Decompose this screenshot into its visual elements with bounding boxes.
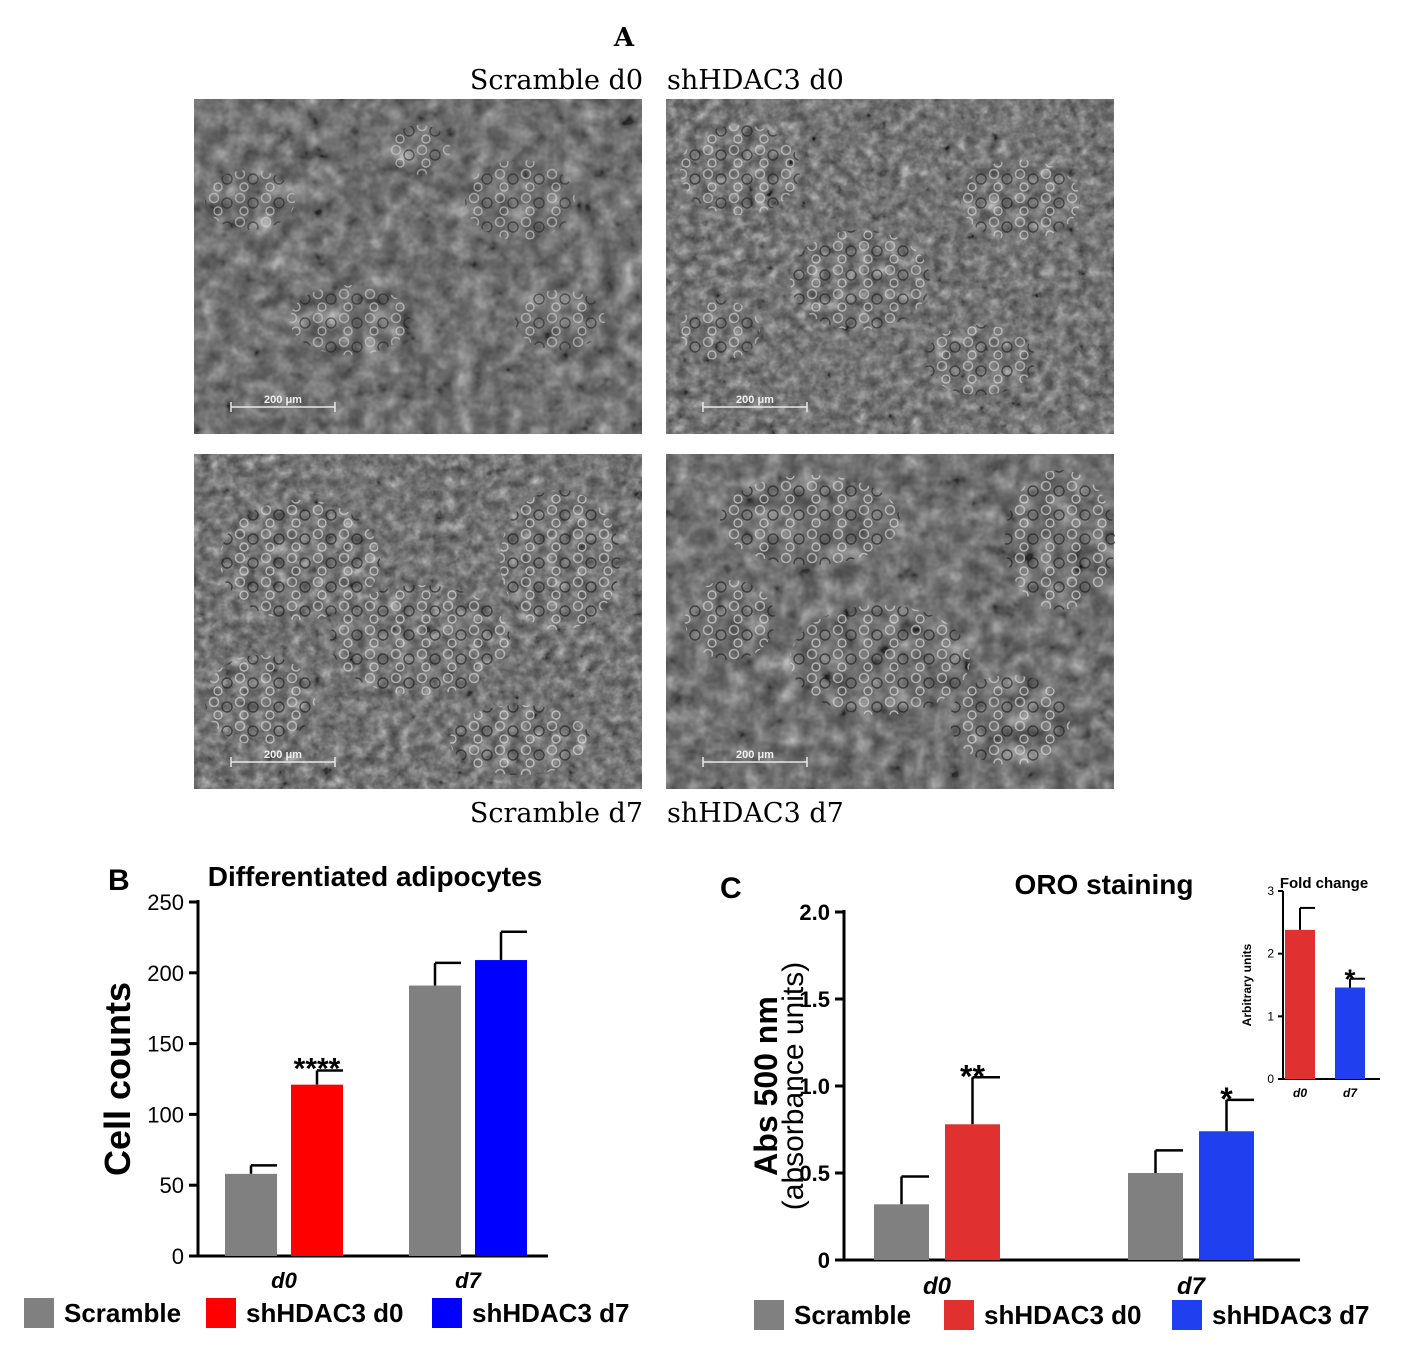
y-axis-label-secondary: (absorbance units) (777, 962, 810, 1210)
inset-x-category-label: d7 (1343, 1086, 1358, 1100)
inset-bar-d0 (1285, 929, 1315, 1079)
y-tick-label: 2.0 (799, 900, 830, 925)
inset-y-tick-label: 1 (1267, 1009, 1274, 1023)
y-axis-label: Cell counts (97, 982, 138, 1176)
label-shhdac3-d0: shHDAC3 d0 (667, 65, 844, 96)
x-category-label: d0 (923, 1273, 952, 1300)
y-tick-label: 250 (147, 890, 184, 915)
chart-title: Differentiated adipocytes (208, 861, 543, 892)
scale-bar-label: 200 μm (264, 394, 302, 406)
scale-bar-label: 200 μm (736, 394, 774, 406)
inset-y-tick-label: 0 (1267, 1072, 1274, 1086)
bar-shhdac3-d0-d0 (945, 1124, 1000, 1260)
legend-label: Scramble (64, 1298, 181, 1328)
legend-label: shHDAC3 d7 (1212, 1300, 1369, 1330)
bar-shhdac3-d0-d0 (291, 1084, 343, 1256)
inset-bar-d7 (1335, 987, 1365, 1079)
scale-bar-label: 200 μm (264, 749, 302, 761)
legend-swatch (1172, 1300, 1202, 1330)
y-tick-label: 0 (818, 1248, 830, 1273)
label-shhdac3-d7: shHDAC3 d7 (667, 798, 844, 829)
y-tick-label: 50 (160, 1173, 184, 1198)
legend-label: Scramble (794, 1300, 911, 1330)
y-tick-label: 1.5 (799, 987, 830, 1012)
legend-swatch (206, 1298, 236, 1328)
chart-b: B Differentiated adipocytes Cell counts 0 50… (24, 861, 629, 1328)
micrograph-scramble-d0: 200 μm (194, 99, 642, 434)
y-tick-label: 0.5 (799, 1161, 830, 1186)
y-axis-label: Abs 500 nm (748, 996, 784, 1176)
legend-swatch (944, 1300, 974, 1330)
y-tick-label: 100 (147, 1102, 184, 1127)
bar-scramble-d0 (874, 1204, 929, 1260)
inset-chart: Fold change Arbitrary units 0 1 2 3 d0 d7 * (1240, 875, 1380, 1100)
y-tick-label: 200 (147, 961, 184, 986)
panel-a: A Scramble d0 shHDAC3 d0 200 μm (194, 23, 1115, 829)
panel-letter: C (720, 872, 742, 905)
x-category-label: d7 (1177, 1273, 1207, 1300)
legend-label: shHDAC3 d0 (246, 1298, 403, 1328)
legend-swatch (24, 1298, 54, 1328)
inset-y-tick-label: 2 (1267, 947, 1274, 961)
micrograph-shhdac3-d0: 200 μm (666, 99, 1114, 434)
y-tick-label: 150 (147, 1032, 184, 1057)
significance-label: **** (294, 1053, 341, 1086)
x-category-label: d0 (271, 1268, 297, 1293)
inset-y-axis-label: Arbitrary units (1240, 943, 1254, 1026)
chart-title: ORO staining (1015, 869, 1194, 900)
label-scramble-d7: Scramble d7 (470, 798, 643, 829)
inset-x-category-label: d0 (1293, 1086, 1307, 1100)
bar-shhdac3-d7-d7 (1199, 1131, 1254, 1260)
micrograph-shhdac3-d7: 200 μm (666, 454, 1115, 789)
y-tick-label: 1.0 (799, 1074, 830, 1099)
inset-y-tick-label: 3 (1267, 884, 1274, 898)
bar-scramble-d7 (1128, 1173, 1183, 1260)
scale-bar-label: 200 μm (736, 749, 774, 761)
legend-swatch (754, 1300, 784, 1330)
panel-letter: B (108, 864, 130, 897)
bar-scramble-d7 (409, 985, 461, 1256)
bar-shhdac3-d7-d7 (475, 960, 527, 1256)
y-tick-label: 0 (172, 1244, 184, 1269)
micrograph-scramble-d7: 200 μm (194, 454, 642, 789)
legend-label: shHDAC3 d7 (472, 1298, 629, 1328)
legend-swatch (432, 1298, 462, 1328)
chart-c: C ORO staining Abs 500 nm(absorbance units… (720, 869, 1380, 1330)
inset-title: Fold change (1280, 875, 1368, 892)
label-scramble-d0: Scramble d0 (470, 65, 643, 96)
legend-label: shHDAC3 d0 (984, 1300, 1141, 1330)
x-category-label: d7 (455, 1268, 482, 1293)
bar-scramble-d0 (225, 1173, 277, 1256)
significance-label: * (1220, 1081, 1233, 1117)
inset-significance-label: * (1345, 964, 1356, 995)
panel-a-letter: A (613, 23, 635, 53)
significance-label: ** (960, 1058, 985, 1094)
